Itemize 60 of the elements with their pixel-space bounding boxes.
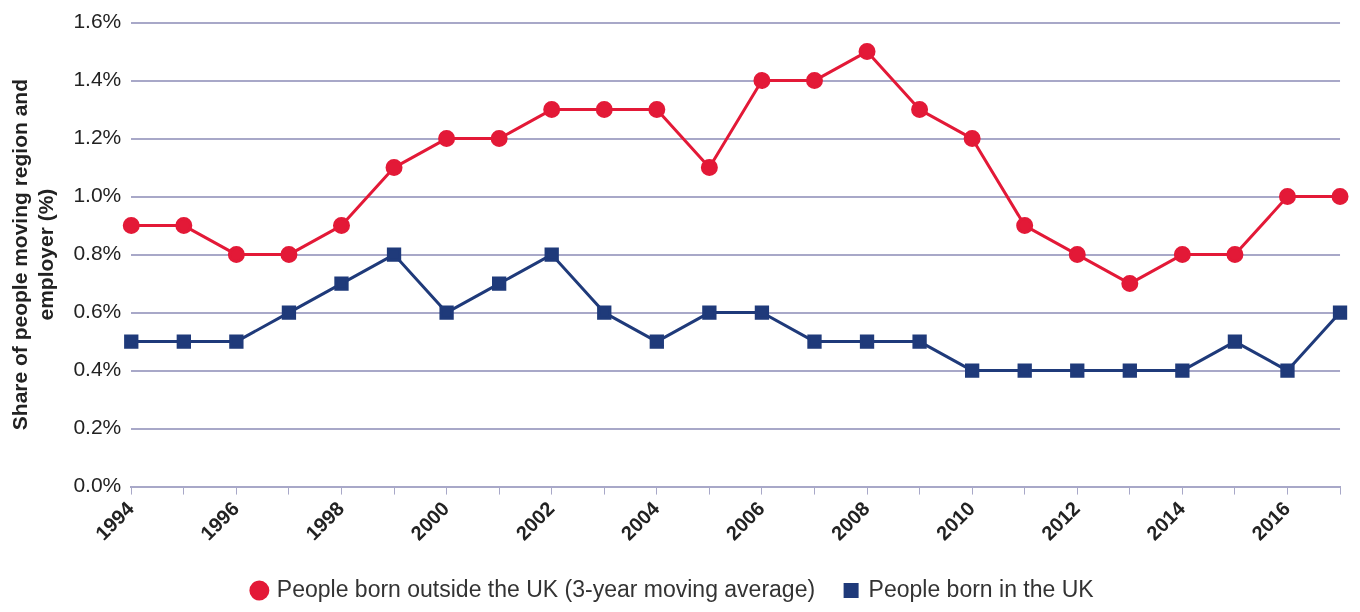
point xyxy=(438,130,456,148)
point xyxy=(490,130,508,148)
point xyxy=(1070,363,1085,378)
y-tick-label: 1.2% xyxy=(73,125,122,149)
point xyxy=(280,246,298,264)
y-tick-label: 0.6% xyxy=(73,299,122,323)
point xyxy=(1173,246,1191,264)
point xyxy=(1331,188,1349,206)
point xyxy=(1017,363,1032,378)
y-tick-label: 1.0% xyxy=(73,183,122,207)
point xyxy=(385,159,403,177)
point xyxy=(122,217,140,235)
y-tick-label: 1.6% xyxy=(73,9,122,33)
point xyxy=(281,305,297,320)
point xyxy=(1016,217,1034,235)
y-tick-label: 0.4% xyxy=(73,357,122,381)
point xyxy=(227,246,245,264)
point xyxy=(229,334,244,349)
point xyxy=(964,363,980,378)
point xyxy=(1068,246,1086,264)
y-tick-label: 1.4% xyxy=(73,67,122,91)
point xyxy=(1227,334,1243,349)
point xyxy=(386,247,402,262)
y-tick-label: 0.0% xyxy=(73,473,122,497)
legend-label: People born outside the UK (3-year moving average) xyxy=(276,575,816,602)
point xyxy=(544,247,559,262)
point xyxy=(1175,363,1190,378)
point xyxy=(491,276,507,291)
point xyxy=(1280,363,1295,378)
y-axis-title: Share of people moving region and employer (%) xyxy=(8,78,57,431)
point xyxy=(912,334,927,349)
point xyxy=(858,43,876,61)
y-tick-label: 0.2% xyxy=(73,415,122,439)
y-tick-label: 0.8% xyxy=(73,241,122,265)
point xyxy=(911,101,929,119)
point xyxy=(700,159,718,177)
legend-label: People born in the UK xyxy=(868,575,1095,602)
point xyxy=(124,334,139,349)
point xyxy=(597,305,612,320)
point xyxy=(963,130,981,148)
point xyxy=(543,101,561,119)
point xyxy=(648,101,666,119)
point xyxy=(439,305,454,320)
point xyxy=(1226,246,1244,264)
point xyxy=(332,217,350,235)
point xyxy=(649,334,664,349)
point xyxy=(859,334,875,349)
point xyxy=(175,217,193,235)
point xyxy=(753,72,771,90)
point xyxy=(1278,188,1296,206)
point xyxy=(807,334,822,349)
point xyxy=(1122,363,1137,378)
point xyxy=(334,276,349,291)
point xyxy=(1332,305,1348,320)
point xyxy=(176,334,191,349)
point xyxy=(595,101,613,119)
point xyxy=(702,305,717,320)
point xyxy=(1121,275,1139,293)
point xyxy=(805,72,823,90)
point xyxy=(754,305,770,320)
